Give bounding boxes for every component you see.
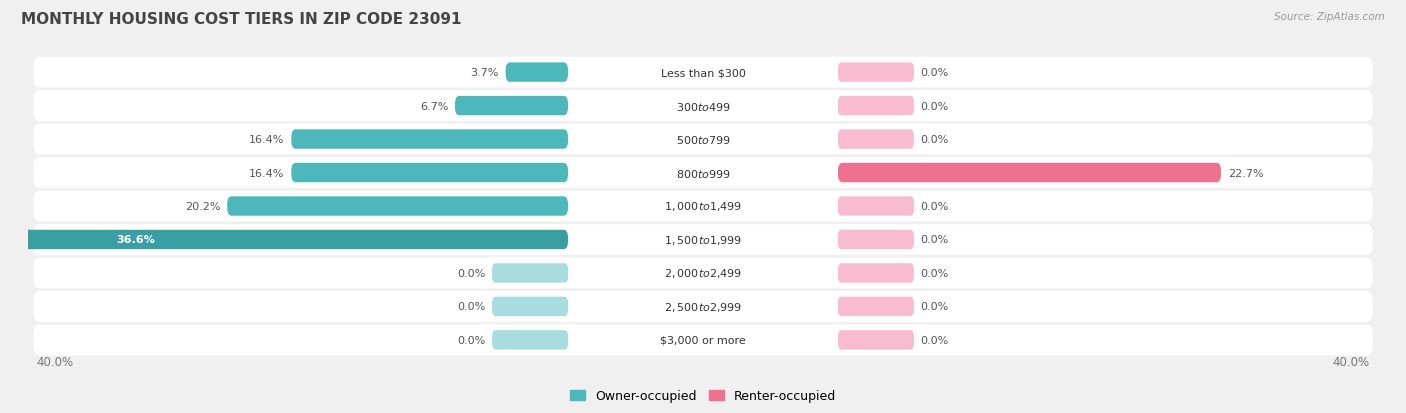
Legend: Owner-occupied, Renter-occupied: Owner-occupied, Renter-occupied: [565, 385, 841, 408]
Text: $2,000 to $2,499: $2,000 to $2,499: [664, 267, 742, 280]
Text: 20.2%: 20.2%: [186, 202, 221, 211]
FancyBboxPatch shape: [506, 63, 568, 83]
Text: 0.0%: 0.0%: [921, 301, 949, 312]
Text: 3.7%: 3.7%: [471, 68, 499, 78]
FancyBboxPatch shape: [838, 130, 914, 150]
Text: $1,500 to $1,999: $1,500 to $1,999: [664, 233, 742, 247]
FancyBboxPatch shape: [0, 230, 568, 249]
FancyBboxPatch shape: [228, 197, 568, 216]
Text: $1,000 to $1,499: $1,000 to $1,499: [664, 200, 742, 213]
FancyBboxPatch shape: [568, 330, 838, 350]
Text: 0.0%: 0.0%: [921, 235, 949, 245]
Text: 36.6%: 36.6%: [117, 235, 155, 245]
Text: $2,500 to $2,999: $2,500 to $2,999: [664, 300, 742, 313]
FancyBboxPatch shape: [492, 297, 568, 316]
Text: 16.4%: 16.4%: [249, 168, 284, 178]
FancyBboxPatch shape: [34, 191, 1372, 222]
Text: 6.7%: 6.7%: [420, 101, 449, 112]
FancyBboxPatch shape: [568, 263, 838, 283]
FancyBboxPatch shape: [838, 63, 914, 83]
FancyBboxPatch shape: [568, 130, 838, 150]
Text: MONTHLY HOUSING COST TIERS IN ZIP CODE 23091: MONTHLY HOUSING COST TIERS IN ZIP CODE 2…: [21, 12, 461, 27]
FancyBboxPatch shape: [291, 130, 568, 150]
FancyBboxPatch shape: [838, 263, 914, 283]
Text: 0.0%: 0.0%: [921, 268, 949, 278]
Text: 0.0%: 0.0%: [921, 68, 949, 78]
FancyBboxPatch shape: [34, 158, 1372, 188]
FancyBboxPatch shape: [456, 97, 568, 116]
FancyBboxPatch shape: [34, 325, 1372, 356]
FancyBboxPatch shape: [838, 230, 914, 249]
Text: $300 to $499: $300 to $499: [675, 100, 731, 112]
FancyBboxPatch shape: [568, 297, 838, 316]
Text: Less than $300: Less than $300: [661, 68, 745, 78]
Text: 0.0%: 0.0%: [457, 268, 485, 278]
FancyBboxPatch shape: [34, 258, 1372, 289]
Text: 0.0%: 0.0%: [921, 135, 949, 145]
FancyBboxPatch shape: [568, 164, 838, 183]
FancyBboxPatch shape: [34, 57, 1372, 88]
FancyBboxPatch shape: [34, 124, 1372, 155]
FancyBboxPatch shape: [838, 97, 914, 116]
Text: 22.7%: 22.7%: [1227, 168, 1264, 178]
FancyBboxPatch shape: [34, 91, 1372, 122]
Text: 0.0%: 0.0%: [457, 301, 485, 312]
FancyBboxPatch shape: [568, 97, 838, 116]
Text: $800 to $999: $800 to $999: [675, 167, 731, 179]
Text: 0.0%: 0.0%: [921, 202, 949, 211]
FancyBboxPatch shape: [492, 263, 568, 283]
FancyBboxPatch shape: [838, 197, 914, 216]
Text: 0.0%: 0.0%: [457, 335, 485, 345]
FancyBboxPatch shape: [34, 225, 1372, 255]
FancyBboxPatch shape: [291, 164, 568, 183]
Text: 0.0%: 0.0%: [921, 101, 949, 112]
FancyBboxPatch shape: [838, 330, 914, 350]
FancyBboxPatch shape: [492, 330, 568, 350]
FancyBboxPatch shape: [568, 197, 838, 216]
Text: 40.0%: 40.0%: [37, 355, 73, 368]
Text: Source: ZipAtlas.com: Source: ZipAtlas.com: [1274, 12, 1385, 22]
Text: 0.0%: 0.0%: [921, 335, 949, 345]
Text: 40.0%: 40.0%: [1333, 355, 1369, 368]
FancyBboxPatch shape: [568, 230, 838, 249]
FancyBboxPatch shape: [34, 291, 1372, 322]
Text: $500 to $799: $500 to $799: [675, 134, 731, 146]
FancyBboxPatch shape: [838, 164, 1220, 183]
FancyBboxPatch shape: [838, 297, 914, 316]
Text: 16.4%: 16.4%: [249, 135, 284, 145]
Text: $3,000 or more: $3,000 or more: [661, 335, 745, 345]
FancyBboxPatch shape: [568, 63, 838, 83]
